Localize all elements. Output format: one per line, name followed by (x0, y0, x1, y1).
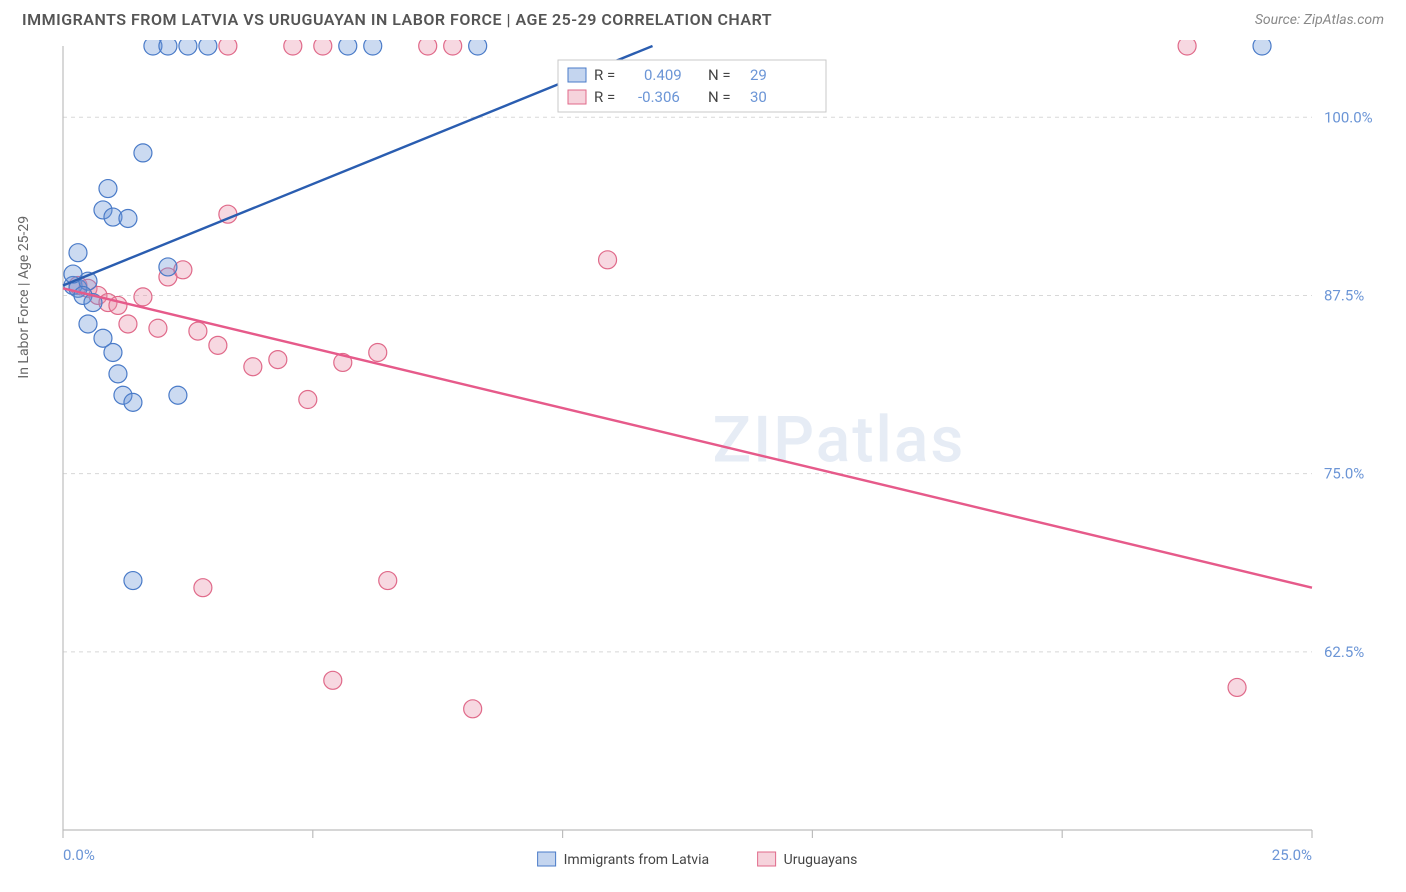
svg-text:0.0%: 0.0% (63, 846, 95, 864)
svg-text:87.5%: 87.5% (1324, 286, 1364, 304)
chart-title: IMMIGRANTS FROM LATVIA VS URUGUAYAN IN L… (22, 10, 772, 29)
svg-text:30: 30 (750, 88, 767, 106)
svg-text:R =: R = (594, 66, 615, 84)
svg-text:Uruguayans: Uruguayans (784, 852, 858, 868)
svg-text:0.409: 0.409 (644, 66, 682, 84)
scatter-chart: 62.5% 75.0% 87.5% 100.0% 0.0% 25.0% ZIPatlas R … (18, 40, 1388, 880)
svg-text:N =: N = (708, 88, 731, 106)
svg-text:62.5%: 62.5% (1324, 643, 1364, 661)
chart-area: In Labor Force | Age 25-29 62.5% 75.0% 87.… (18, 40, 1388, 880)
svg-text:-0.306: -0.306 (638, 88, 680, 106)
svg-text:75.0%: 75.0% (1324, 465, 1364, 483)
svg-text:N =: N = (708, 66, 731, 84)
svg-text:ZIPatlas: ZIPatlas (712, 403, 965, 478)
svg-text:25.0%: 25.0% (1272, 846, 1312, 864)
svg-text:Immigrants from Latvia: Immigrants from Latvia (564, 852, 709, 868)
source-label: Source: ZipAtlas.com (1255, 12, 1384, 28)
y-axis-label: In Labor Force | Age 25-29 (16, 216, 32, 379)
svg-text:29: 29 (750, 66, 767, 84)
svg-text:R =: R = (594, 88, 615, 106)
svg-text:100.0%: 100.0% (1324, 108, 1373, 126)
